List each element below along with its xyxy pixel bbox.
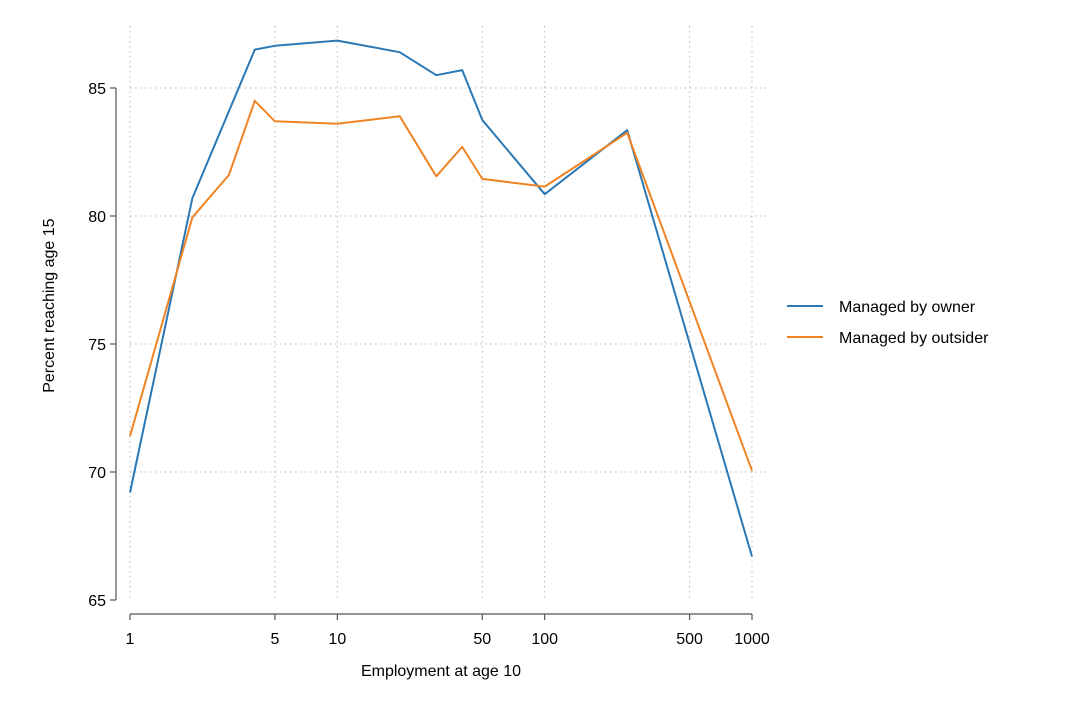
y-axis-title: Percent reaching age 15 xyxy=(41,218,58,392)
x-tick-label: 1 xyxy=(126,631,135,648)
x-tick-label: 50 xyxy=(473,631,491,648)
axes xyxy=(115,88,752,615)
x-tick-label: 10 xyxy=(328,631,346,648)
x-axis-title: Employment at age 10 xyxy=(361,663,521,680)
y-tick-label: 75 xyxy=(88,337,106,354)
series-line-1 xyxy=(129,99,753,472)
y-tick-label: 85 xyxy=(88,81,106,98)
legend-item: Managed by outsider xyxy=(787,330,989,347)
x-tick-label: 5 xyxy=(270,631,279,648)
legend-label: Managed by owner xyxy=(839,299,976,316)
legend-label: Managed by outsider xyxy=(839,330,989,347)
x-axis-ticks: 1 5 10 50 100 500 1000 xyxy=(126,614,770,648)
x-tick-label: 100 xyxy=(531,631,558,648)
x-tick-label: 500 xyxy=(676,631,703,648)
x-tick-label: 1000 xyxy=(734,631,770,648)
series-line-0 xyxy=(129,39,753,557)
y-tick-label: 65 xyxy=(88,593,106,610)
y-tick-label: 80 xyxy=(88,209,106,226)
y-axis-ticks: 65 70 75 80 85 xyxy=(88,81,116,610)
y-tick-label: 70 xyxy=(88,465,106,482)
series-lines xyxy=(129,39,753,557)
legend-item: Managed by owner xyxy=(787,299,976,316)
gridlines xyxy=(129,26,766,600)
legend: Managed by owner Managed by outsider xyxy=(787,299,989,347)
